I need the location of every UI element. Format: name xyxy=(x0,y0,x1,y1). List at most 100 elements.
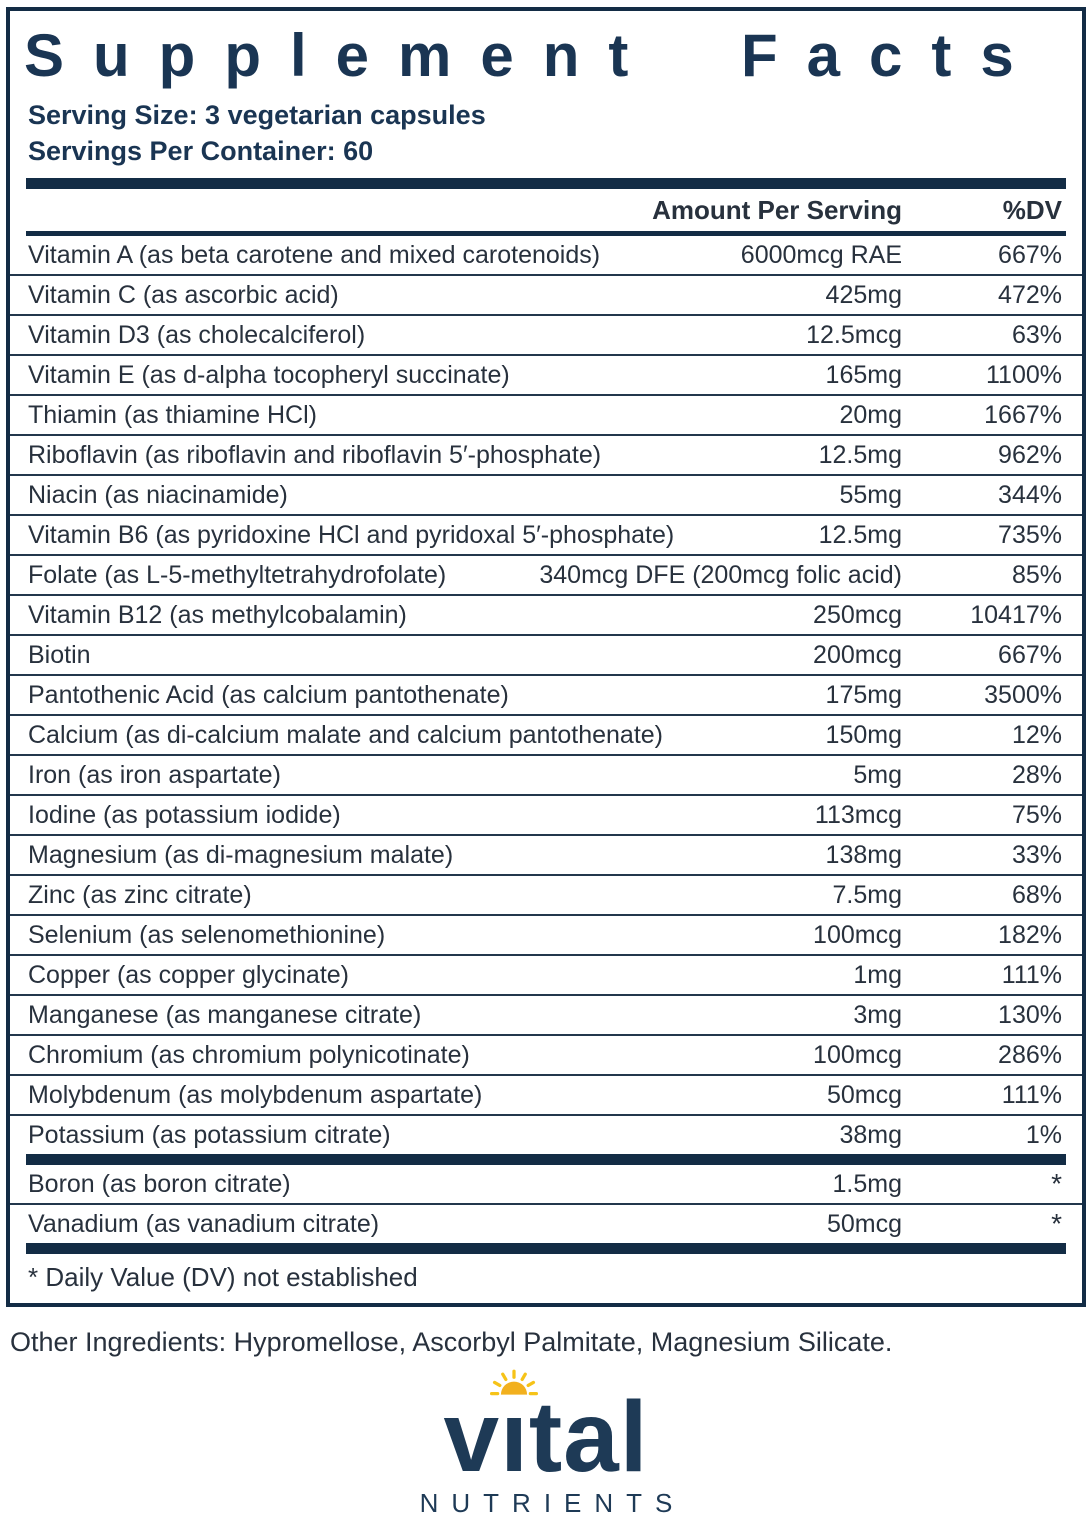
panel-title: Supplement Facts xyxy=(24,23,1043,89)
nutrient-row: Iron (as iron aspartate) 5mg 28% xyxy=(10,754,1082,794)
nutrient-amount: 175mg xyxy=(825,680,902,709)
nutrient-name: Vitamin A (as beta carotene and mixed ca… xyxy=(28,240,601,269)
nutrient-row: Vitamin C (as ascorbic acid) 425mg 472% xyxy=(10,274,1082,314)
logo-wordmark: v ıtal xyxy=(443,1366,648,1487)
nutrient-amount: 425mg xyxy=(825,280,902,309)
nutrient-name: Thiamin (as thiamine HCl) xyxy=(28,400,317,429)
nutrient-name: Iodine (as potassium iodide) xyxy=(28,800,341,829)
nutrient-amount: 12.5mcg xyxy=(806,320,902,349)
nutrient-dv: 12% xyxy=(1011,720,1062,749)
nutrient-amount: 6000mcg RAE xyxy=(740,240,902,269)
nutrient-name: Biotin xyxy=(28,640,91,669)
nutrient-name: Manganese (as manganese citrate) xyxy=(28,1000,422,1029)
nutrient-dv: 286% xyxy=(998,1040,1062,1069)
nutrient-row: Folate (as L-5-methyltetrahydrofolate) 34… xyxy=(10,554,1082,594)
nutrient-row: Niacin (as niacinamide) 55mg 344% xyxy=(10,474,1082,514)
nutrient-dv: 1667% xyxy=(984,400,1062,429)
nutrient-amount: 150mg xyxy=(825,720,902,749)
nutrient-amount: 1.5mg xyxy=(832,1169,902,1198)
other-ingredients: Other Ingredients: Hypromellose, Ascorby… xyxy=(10,1327,893,1357)
nutrient-name: Magnesium (as di-magnesium malate) xyxy=(28,840,454,869)
brand-logo: v ıtal NUTRIENTS xyxy=(6,1366,1086,1519)
nutrient-name: Potassium (as potassium citrate) xyxy=(28,1120,391,1149)
column-header-dv: %DV xyxy=(1002,194,1062,225)
nutrient-name: Riboflavin (as riboflavin and riboflavin… xyxy=(28,440,602,469)
divider-thick xyxy=(26,178,1066,189)
nutrient-name: Vitamin B6 (as pyridoxine HCl and pyrido… xyxy=(28,520,675,549)
nutrient-row: Iodine (as potassium iodide) 113mcg 75% xyxy=(10,794,1082,834)
nutrient-name: Niacin (as niacinamide) xyxy=(28,480,288,509)
nutrient-row: Vitamin D3 (as cholecalciferol) 12.5mcg 63… xyxy=(10,314,1082,354)
nutrient-dv: 111% xyxy=(1001,960,1062,989)
nutrient-row: Thiamin (as thiamine HCl) 20mg 1667% xyxy=(10,394,1082,434)
nutrient-row: Vitamin B6 (as pyridoxine HCl and pyrido… xyxy=(10,514,1082,554)
nutrient-row: Riboflavin (as riboflavin and riboflavin… xyxy=(10,434,1082,474)
nutrient-dv: * xyxy=(1051,1168,1062,1199)
nutrient-name: Vitamin C (as ascorbic acid) xyxy=(28,280,339,309)
nutrient-name: Zinc (as zinc citrate) xyxy=(28,880,252,909)
nutrient-amount: 100mcg xyxy=(813,920,902,949)
nutrient-dv: 130% xyxy=(998,1000,1062,1029)
column-header-row: Amount Per Serving %DV xyxy=(10,189,1082,231)
nutrient-dv: 33% xyxy=(1011,840,1062,869)
nutrient-dv: 28% xyxy=(1011,760,1062,789)
nutrient-dv: 68% xyxy=(1011,880,1062,909)
nutrient-dv: 667% xyxy=(998,240,1062,269)
nutrient-dv: 111% xyxy=(1001,1080,1062,1109)
nutrient-dv: 667% xyxy=(998,640,1062,669)
nutrient-row: Copper (as copper glycinate) 1mg 111% xyxy=(10,954,1082,994)
nutrient-row: Vitamin B12 (as methylcobalamin) 250mcg 10… xyxy=(10,594,1082,634)
divider-medium xyxy=(26,231,1066,236)
nutrient-amount: 12.5mg xyxy=(818,520,902,549)
nutrient-amount: 138mg xyxy=(825,840,902,869)
nutrient-amount: 50mcg xyxy=(826,1080,902,1109)
nutrient-name: Vitamin B12 (as methylcobalamin) xyxy=(28,600,407,629)
nutrient-name: Boron (as boron citrate) xyxy=(28,1169,291,1198)
nutrient-row: Vanadium (as vanadium citrate) 50mcg * xyxy=(10,1203,1082,1243)
nutrient-dv: 344% xyxy=(998,480,1062,509)
nutrient-dv: * xyxy=(1051,1208,1062,1239)
nutrient-amount: 12.5mg xyxy=(818,440,902,469)
nutrient-amount: 3mg xyxy=(853,1000,902,1029)
nutrient-row: Vitamin E (as d-alpha tocopheryl succina… xyxy=(10,354,1082,394)
nutrient-name: Molybdenum (as molybdenum aspartate) xyxy=(28,1080,483,1109)
daily-value-footnote: * Daily Value (DV) not established xyxy=(28,1262,418,1292)
divider-thick xyxy=(26,1243,1066,1254)
nutrient-dv: 1100% xyxy=(986,360,1062,389)
nutrient-name: Calcium (as di-calcium malate and calciu… xyxy=(28,720,664,749)
nutrient-dv: 1% xyxy=(1025,1120,1062,1149)
logo-word-i: ı xyxy=(500,1381,529,1493)
nutrient-amount: 250mcg xyxy=(813,600,902,629)
nutrient-row: Manganese (as manganese citrate) 3mg 130% xyxy=(10,994,1082,1034)
serving-size: Serving Size: 3 vegetarian capsules xyxy=(28,100,486,130)
nutrient-dv: 75% xyxy=(1011,800,1062,829)
divider-thick xyxy=(26,1154,1066,1165)
nutrient-dv: 63% xyxy=(1011,320,1062,349)
nutrient-dv: 182% xyxy=(998,920,1062,949)
nutrient-dv: 10417% xyxy=(970,600,1062,629)
nutrient-name: Copper (as copper glycinate) xyxy=(28,960,349,989)
nutrient-row: Magnesium (as di-magnesium malate) 138mg 3… xyxy=(10,834,1082,874)
nutrient-dv: 735% xyxy=(998,520,1062,549)
servings-per-container: Servings Per Container: 60 xyxy=(28,136,374,166)
sun-icon xyxy=(490,1369,539,1396)
nutrient-dv: 472% xyxy=(998,280,1062,309)
nutrient-name: Selenium (as selenomethionine) xyxy=(28,920,386,949)
nutrient-amount: 113mcg xyxy=(814,800,902,829)
nutrient-name: Vitamin D3 (as cholecalciferol) xyxy=(28,320,366,349)
nutrient-amount: 20mg xyxy=(839,400,902,429)
nutrient-name: Pantothenic Acid (as calcium pantothenat… xyxy=(28,680,509,709)
nutrient-name: Iron (as iron aspartate) xyxy=(28,760,281,789)
nutrient-row: Calcium (as di-calcium malate and calciu… xyxy=(10,714,1082,754)
column-header-amount: Amount Per Serving xyxy=(652,194,902,225)
nutrient-amount: 1mg xyxy=(853,960,902,989)
nutrient-row: Zinc (as zinc citrate) 7.5mg 68% xyxy=(10,874,1082,914)
nutrient-amount: 50mcg xyxy=(826,1209,902,1238)
logo-word-suffix: tal xyxy=(528,1381,649,1493)
nutrient-amount: 165mg xyxy=(825,360,902,389)
supplement-facts-panel: Supplement Facts Serving Size: 3 vegetar… xyxy=(6,7,1086,1307)
nutrient-name: Folate (as L-5-methyltetrahydrofolate) xyxy=(28,560,447,589)
nutrient-dv: 962% xyxy=(998,440,1062,469)
nutrient-row: Molybdenum (as molybdenum aspartate) 50mc… xyxy=(10,1074,1082,1114)
nutrient-row: Biotin 200mcg 667% xyxy=(10,634,1082,674)
